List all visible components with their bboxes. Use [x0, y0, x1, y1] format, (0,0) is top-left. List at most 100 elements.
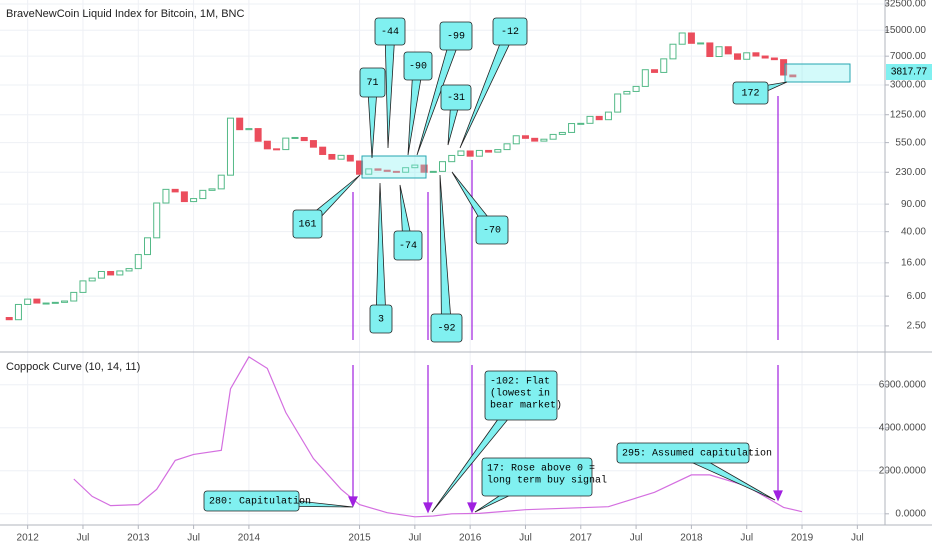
- candle: [14, 303, 22, 321]
- candle: [549, 133, 557, 140]
- callout-box: [403, 51, 433, 81]
- x-tick-label: Jul: [77, 533, 90, 544]
- candle: [494, 149, 502, 153]
- candle: [577, 122, 585, 125]
- highlight-box: [784, 63, 851, 83]
- y-tick-label: 32500.00: [884, 0, 926, 10]
- callout-box: [732, 81, 769, 105]
- callout-box: [439, 21, 473, 51]
- candle: [632, 85, 640, 92]
- candle: [604, 111, 612, 121]
- candle: [383, 169, 391, 172]
- candle: [770, 57, 778, 61]
- callout-text: -90: [409, 62, 427, 73]
- callout-text: -74: [399, 241, 417, 252]
- candle: [24, 298, 32, 305]
- callout-box: [492, 17, 528, 46]
- candle: [687, 32, 695, 44]
- chart-title: BraveNewCoin Liquid Index for Bitcoin, 1…: [6, 8, 244, 20]
- candle: [457, 150, 465, 156]
- candle: [374, 168, 382, 171]
- candle: [356, 160, 364, 175]
- callout-text: 161: [298, 220, 316, 231]
- candle: [614, 93, 622, 113]
- x-tick-label: 2016: [459, 533, 482, 544]
- indicator-title: Coppock Curve (10, 14, 11): [6, 361, 140, 373]
- x-tick-label: Jul: [519, 533, 532, 544]
- callout-text: -44: [381, 27, 399, 38]
- callout-text: bear market): [490, 400, 562, 412]
- candle: [337, 154, 345, 160]
- annotations: -44 -90 -99 -12 71 -31 161 -74 -70 3 -92 172 280: Ca…: [203, 17, 788, 513]
- highlight-box: [361, 155, 427, 179]
- candle: [724, 46, 732, 55]
- candle: [715, 46, 723, 58]
- x-tick-label: 2013: [127, 533, 150, 544]
- candle: [448, 154, 456, 163]
- callout-text: (lowest in: [490, 388, 550, 400]
- candle: [568, 123, 576, 133]
- x-tick-label: Jul: [630, 533, 643, 544]
- candle: [521, 135, 529, 139]
- candle: [217, 174, 225, 190]
- candle: [263, 140, 271, 150]
- callout-box: [292, 209, 323, 239]
- callout-text: -92: [437, 324, 455, 335]
- candle: [512, 135, 520, 145]
- callout-text: 3: [378, 315, 384, 326]
- candle: [346, 154, 354, 162]
- x-tick-label: Jul: [187, 533, 200, 544]
- candle: [226, 117, 234, 176]
- candle: [429, 170, 437, 173]
- y-tick-label: 6000.0000: [879, 379, 927, 390]
- candle: [651, 69, 659, 73]
- candle: [282, 137, 290, 151]
- candle: [319, 146, 327, 155]
- x-tick-label: 2014: [238, 533, 261, 544]
- candle: [761, 55, 769, 59]
- candle: [190, 198, 198, 203]
- y-tick-label: 3000.00: [890, 80, 927, 91]
- callout-text: -99: [447, 32, 465, 43]
- x-tick-label: Jul: [408, 533, 421, 544]
- candle: [392, 170, 400, 173]
- candle: [743, 52, 751, 60]
- y-tick-label: 40.00: [901, 226, 926, 237]
- candle: [503, 143, 511, 151]
- candle: [97, 270, 105, 279]
- x-tick-label: 2018: [680, 533, 703, 544]
- x-tick-label: 2015: [348, 533, 371, 544]
- candle: [309, 140, 317, 148]
- callout-box: [203, 490, 300, 512]
- callout-box: [616, 442, 750, 464]
- candle: [70, 291, 78, 302]
- x-tick-label: Jul: [851, 533, 864, 544]
- callout-box: [430, 313, 463, 343]
- candle: [789, 74, 797, 78]
- callout-text: long term buy signal: [487, 475, 607, 487]
- candle: [586, 115, 594, 124]
- y-tick-label: 0.0000: [895, 508, 926, 519]
- candle: [439, 161, 446, 172]
- arrow-head: [467, 502, 477, 514]
- arrows: [348, 96, 783, 514]
- candle: [171, 188, 179, 193]
- y-tick-label: 230.00: [895, 167, 926, 178]
- callout-text: -12: [501, 27, 519, 38]
- marks: [5, 32, 803, 518]
- callout-box: [484, 370, 558, 421]
- y-tick-label: 90.00: [901, 199, 926, 210]
- candle: [144, 237, 151, 256]
- candle: [79, 280, 87, 293]
- callout-box: [440, 84, 472, 111]
- candle: [199, 189, 207, 200]
- candle: [475, 149, 483, 157]
- x-tick-label: 2019: [791, 533, 814, 544]
- callout-text: 17: Rose above 0 =: [487, 463, 595, 475]
- callout-text: -70: [483, 226, 501, 237]
- candle: [558, 131, 566, 135]
- candle: [291, 136, 299, 139]
- callout-box: [393, 230, 423, 261]
- candle: [734, 53, 741, 60]
- price-label-box: [886, 64, 932, 80]
